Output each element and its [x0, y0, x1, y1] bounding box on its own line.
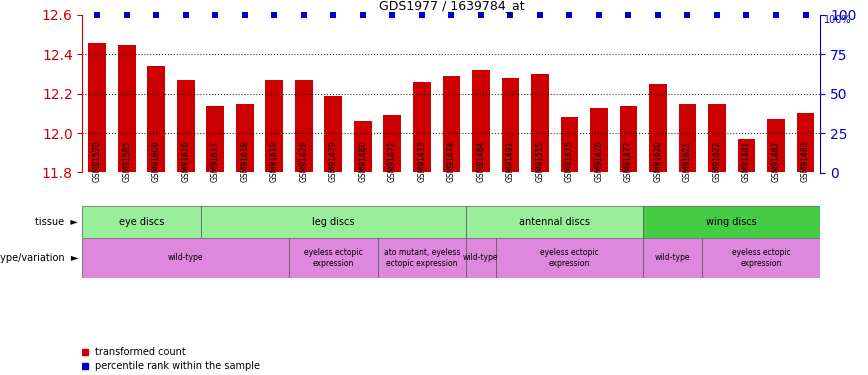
- Text: wild-type: wild-type: [464, 254, 498, 262]
- Text: wild-type: wild-type: [655, 254, 690, 262]
- Text: GSM91515: GSM91515: [536, 141, 544, 182]
- Text: GSM91620: GSM91620: [654, 141, 662, 182]
- Text: GSM91619: GSM91619: [270, 141, 279, 182]
- Text: GSM91484: GSM91484: [477, 141, 485, 182]
- Text: 100%: 100%: [825, 15, 852, 25]
- Text: GSM91570: GSM91570: [93, 141, 102, 182]
- Text: GSM91477: GSM91477: [624, 141, 633, 182]
- Text: GSM91616: GSM91616: [181, 141, 190, 182]
- Bar: [590, 108, 608, 172]
- Bar: [643, 238, 702, 278]
- Bar: [177, 80, 194, 172]
- Text: transformed count: transformed count: [95, 346, 186, 357]
- Text: GSM91622: GSM91622: [713, 141, 721, 182]
- Bar: [266, 80, 283, 172]
- Bar: [767, 119, 785, 172]
- Bar: [148, 66, 165, 172]
- Text: GSM91474: GSM91474: [447, 141, 456, 182]
- Bar: [531, 74, 549, 172]
- Bar: [643, 206, 820, 238]
- Text: GSM91483: GSM91483: [801, 141, 810, 182]
- Text: ato mutant, eyeless
ectopic expression: ato mutant, eyeless ectopic expression: [384, 248, 460, 267]
- Text: GSM91480: GSM91480: [358, 141, 367, 182]
- Bar: [325, 96, 342, 172]
- Bar: [502, 78, 519, 172]
- Text: GSM91476: GSM91476: [595, 141, 603, 182]
- Text: leg discs: leg discs: [312, 217, 354, 227]
- Text: eyeless ectopic
expression: eyeless ectopic expression: [540, 248, 599, 267]
- Bar: [472, 70, 490, 172]
- Bar: [620, 105, 637, 172]
- Bar: [118, 45, 135, 172]
- Bar: [466, 206, 643, 238]
- Bar: [289, 238, 378, 278]
- Text: eyeless ectopic
expression: eyeless ectopic expression: [304, 248, 363, 267]
- Bar: [649, 84, 667, 172]
- Text: GSM91475: GSM91475: [565, 141, 574, 182]
- Bar: [354, 121, 372, 172]
- Bar: [82, 238, 289, 278]
- Text: percentile rank within the sample: percentile rank within the sample: [95, 361, 260, 371]
- Text: eyeless ectopic
expression: eyeless ectopic expression: [732, 248, 791, 267]
- Text: GSM91618: GSM91618: [240, 141, 249, 182]
- Bar: [738, 139, 755, 172]
- Text: wing discs: wing discs: [707, 217, 757, 227]
- Bar: [413, 82, 431, 172]
- Title: GDS1977 / 1639784_at: GDS1977 / 1639784_at: [378, 0, 524, 12]
- Bar: [496, 238, 643, 278]
- Text: GSM91478: GSM91478: [299, 141, 308, 182]
- Bar: [797, 113, 814, 172]
- Bar: [384, 116, 401, 172]
- Text: GSM91617: GSM91617: [211, 141, 220, 182]
- Bar: [561, 117, 578, 172]
- Bar: [702, 238, 820, 278]
- Bar: [443, 76, 460, 172]
- Text: wild-type: wild-type: [168, 254, 203, 262]
- Text: GSM91479: GSM91479: [329, 141, 338, 182]
- Text: GSM91621: GSM91621: [683, 141, 692, 182]
- Bar: [89, 42, 106, 172]
- Text: antennal discs: antennal discs: [519, 217, 590, 227]
- Text: GSM91585: GSM91585: [122, 141, 131, 182]
- Text: GSM91472: GSM91472: [388, 141, 397, 182]
- Bar: [236, 104, 253, 172]
- Bar: [201, 206, 466, 238]
- Text: GSM91473: GSM91473: [418, 141, 426, 182]
- Bar: [378, 238, 466, 278]
- Text: GSM91482: GSM91482: [772, 141, 780, 182]
- Text: eye discs: eye discs: [119, 217, 164, 227]
- Bar: [466, 238, 496, 278]
- Bar: [295, 80, 312, 172]
- Text: GSM91609: GSM91609: [152, 141, 161, 182]
- Bar: [207, 105, 224, 172]
- Text: GSM91481: GSM91481: [742, 141, 751, 182]
- Text: genotype/variation  ►: genotype/variation ►: [0, 253, 78, 263]
- Bar: [708, 104, 726, 172]
- Text: GSM91491: GSM91491: [506, 141, 515, 182]
- Bar: [679, 104, 696, 172]
- Text: tissue  ►: tissue ►: [36, 217, 78, 227]
- Bar: [82, 206, 201, 238]
